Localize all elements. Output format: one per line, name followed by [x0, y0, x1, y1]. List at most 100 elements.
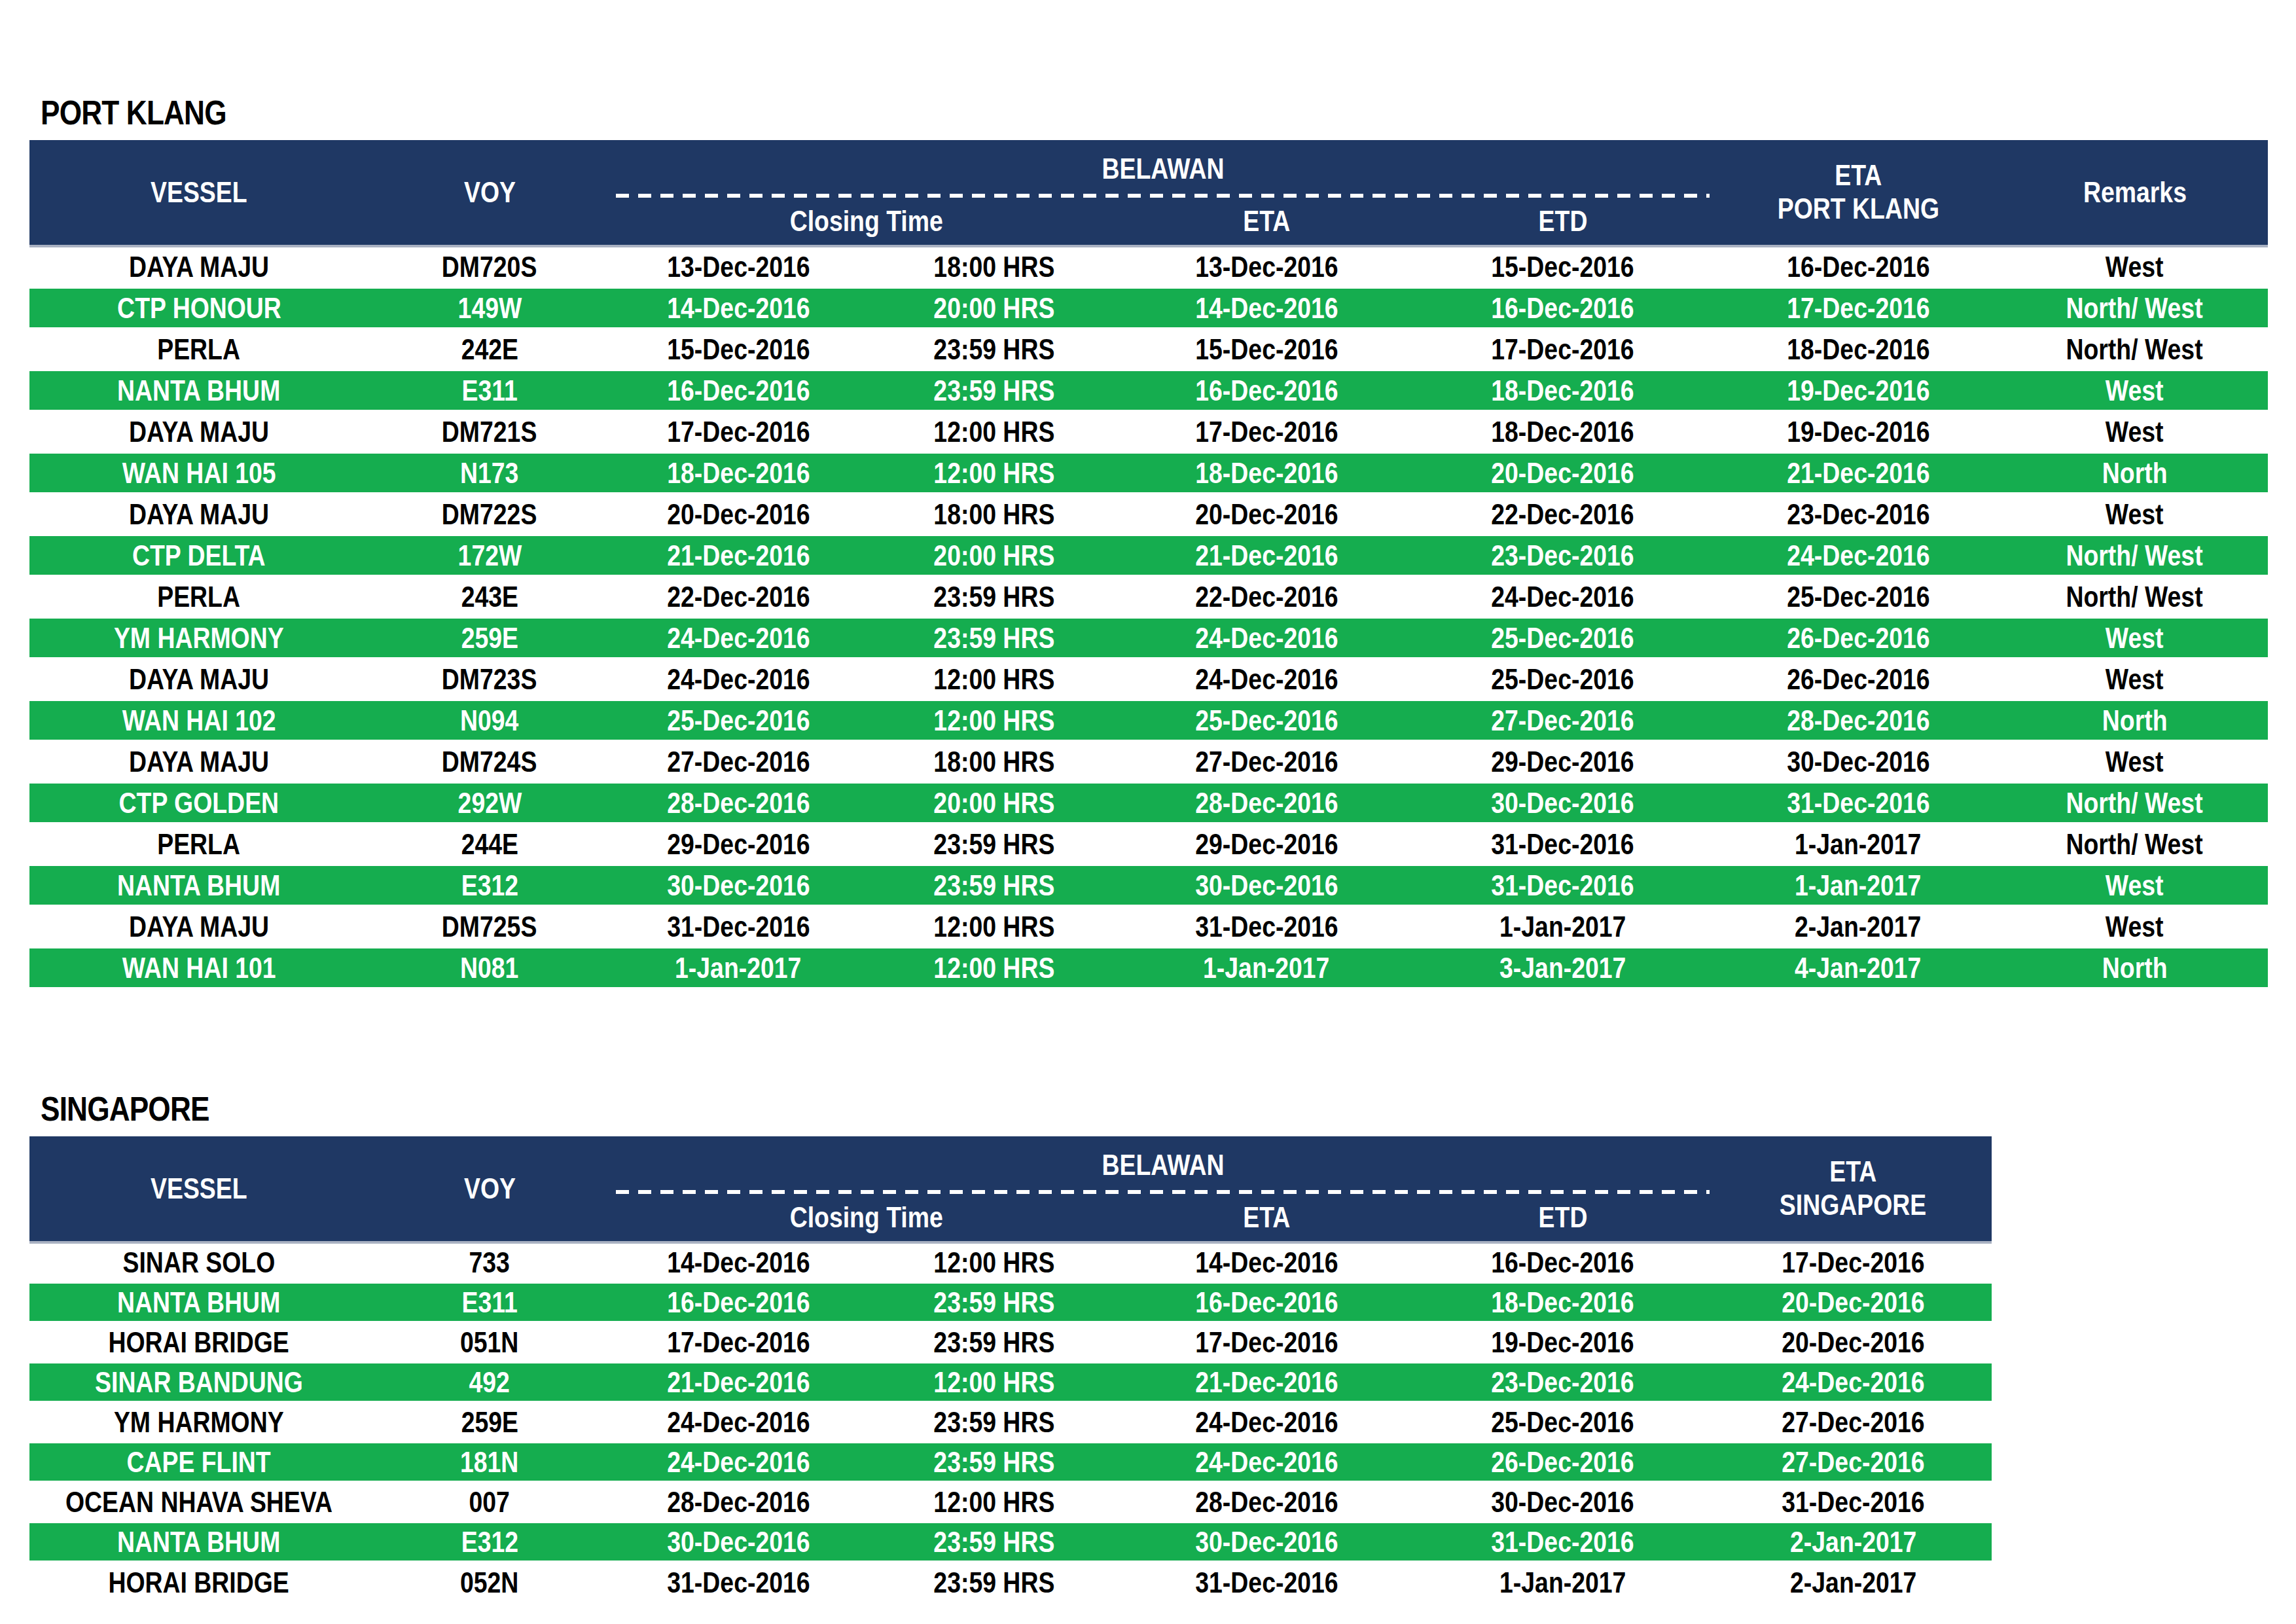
cell-closing-hrs: 23:59 HRS	[866, 1442, 1122, 1482]
cell-closing-date: 22-Dec-2016	[611, 576, 866, 617]
cell-vessel: SINAR SOLO	[29, 1242, 368, 1282]
table-row: CAPE FLINT181N24-Dec-201623:59 HRS24-Dec…	[29, 1442, 1992, 1482]
cell-eta-dest: 17-Dec-2016	[1715, 287, 2001, 329]
singapore-title: SINGAPORE	[41, 990, 2296, 1126]
cell-eta: 31-Dec-2016	[1122, 906, 1410, 947]
cell-remarks: West	[2001, 659, 2268, 700]
cell-voy: E312	[368, 1522, 611, 1562]
cell-etd: 22-Dec-2016	[1410, 494, 1715, 535]
cell-eta-dest: 21-Dec-2016	[1715, 452, 2001, 494]
cell-closing-hrs: 20:00 HRS	[866, 782, 1122, 823]
cell-remarks: North/ West	[2001, 823, 2268, 865]
cell-voy: 007	[368, 1482, 611, 1522]
cell-eta-dest: 16-Dec-2016	[1715, 246, 2001, 287]
cell-voy: 242E	[368, 329, 611, 370]
cell-closing-hrs: 12:00 HRS	[866, 452, 1122, 494]
cell-etd: 19-Dec-2016	[1410, 1322, 1715, 1362]
cell-eta-dest: 19-Dec-2016	[1715, 411, 2001, 452]
cell-eta-dest: 26-Dec-2016	[1715, 659, 2001, 700]
cell-eta: 24-Dec-2016	[1122, 659, 1410, 700]
cell-vessel: NANTA BHUM	[29, 865, 368, 906]
cell-voy: 259E	[368, 1402, 611, 1442]
table-row: DAYA MAJUDM723S24-Dec-201612:00 HRS24-De…	[29, 659, 2268, 700]
cell-voy: DM723S	[368, 659, 611, 700]
cell-voy: E311	[368, 1282, 611, 1322]
cell-etd: 23-Dec-2016	[1410, 535, 1715, 576]
schedule-page: PORT KLANG VESSEL VOY BELAWAN ETA PORT K…	[0, 0, 2296, 1624]
cell-vessel: NANTA BHUM	[29, 1522, 368, 1562]
cell-vessel: PERLA	[29, 576, 368, 617]
cell-voy: DM722S	[368, 494, 611, 535]
cell-closing-hrs: 18:00 HRS	[866, 246, 1122, 287]
cell-vessel: NANTA BHUM	[29, 370, 368, 411]
column-header-closing-time: Closing Time	[611, 198, 1122, 246]
cell-eta-dest: 23-Dec-2016	[1715, 494, 2001, 535]
cell-closing-hrs: 23:59 HRS	[866, 370, 1122, 411]
cell-closing-hrs: 20:00 HRS	[866, 287, 1122, 329]
cell-vessel: HORAI BRIDGE	[29, 1322, 368, 1362]
cell-closing-date: 27-Dec-2016	[611, 741, 866, 782]
cell-closing-date: 20-Dec-2016	[611, 494, 866, 535]
cell-closing-hrs: 18:00 HRS	[866, 741, 1122, 782]
cell-closing-date: 21-Dec-2016	[611, 1362, 866, 1402]
table-row: CTP DELTA172W21-Dec-201620:00 HRS21-Dec-…	[29, 535, 2268, 576]
cell-closing-hrs: 23:59 HRS	[866, 823, 1122, 865]
cell-vessel: WAN HAI 105	[29, 452, 368, 494]
table-row: CTP HONOUR149W14-Dec-201620:00 HRS14-Dec…	[29, 287, 2268, 329]
cell-remarks: North	[2001, 452, 2268, 494]
cell-remarks: West	[2001, 411, 2268, 452]
cell-voy: 492	[368, 1362, 611, 1402]
cell-etd: 27-Dec-2016	[1410, 700, 1715, 741]
cell-closing-hrs: 23:59 HRS	[866, 1402, 1122, 1442]
cell-vessel: DAYA MAJU	[29, 246, 368, 287]
port-klang-title-text: PORT KLANG	[41, 96, 226, 130]
column-header-etd: ETD	[1410, 198, 1715, 246]
port-klang-table-head: VESSEL VOY BELAWAN ETA PORT KLANG Remark…	[29, 140, 2268, 246]
cell-etd: 30-Dec-2016	[1410, 1482, 1715, 1522]
cell-eta: 29-Dec-2016	[1122, 823, 1410, 865]
cell-vessel: WAN HAI 102	[29, 700, 368, 741]
cell-eta: 18-Dec-2016	[1122, 452, 1410, 494]
cell-voy: 259E	[368, 617, 611, 659]
cell-eta: 28-Dec-2016	[1122, 782, 1410, 823]
table-row: DAYA MAJUDM722S20-Dec-201618:00 HRS20-De…	[29, 494, 2268, 535]
cell-etd: 16-Dec-2016	[1410, 1242, 1715, 1282]
cell-vessel: DAYA MAJU	[29, 494, 368, 535]
column-header-voy: VOY	[368, 1136, 611, 1242]
cell-eta-dest: 4-Jan-2017	[1715, 947, 2001, 988]
table-row: NANTA BHUME31116-Dec-201623:59 HRS16-Dec…	[29, 370, 2268, 411]
cell-closing-date: 24-Dec-2016	[611, 659, 866, 700]
cell-remarks: West	[2001, 865, 2268, 906]
cell-voy: 244E	[368, 823, 611, 865]
cell-eta: 24-Dec-2016	[1122, 617, 1410, 659]
table-row: HORAI BRIDGE051N17-Dec-201623:59 HRS17-D…	[29, 1322, 1992, 1362]
cell-vessel: DAYA MAJU	[29, 659, 368, 700]
cell-eta: 25-Dec-2016	[1122, 700, 1410, 741]
cell-vessel: CTP DELTA	[29, 535, 368, 576]
cell-voy: DM725S	[368, 906, 611, 947]
cell-closing-hrs: 23:59 HRS	[866, 617, 1122, 659]
cell-closing-hrs: 12:00 HRS	[866, 947, 1122, 988]
column-header-vessel: VESSEL	[29, 1136, 368, 1242]
cell-eta: 22-Dec-2016	[1122, 576, 1410, 617]
table-row: SINAR BANDUNG49221-Dec-201612:00 HRS21-D…	[29, 1362, 1992, 1402]
cell-eta: 30-Dec-2016	[1122, 1522, 1410, 1562]
column-header-voy: VOY	[368, 140, 611, 246]
cell-etd: 23-Dec-2016	[1410, 1362, 1715, 1402]
cell-vessel: HORAI BRIDGE	[29, 1562, 368, 1602]
singapore-title-text: SINGAPORE	[41, 1092, 209, 1126]
cell-etd: 3-Jan-2017	[1410, 947, 1715, 988]
cell-voy: DM720S	[368, 246, 611, 287]
cell-eta: 13-Dec-2016	[1122, 246, 1410, 287]
cell-remarks: North/ West	[2001, 576, 2268, 617]
belawan-dashed-divider	[616, 1190, 1710, 1194]
table-row: WAN HAI 102N09425-Dec-201612:00 HRS25-De…	[29, 700, 2268, 741]
cell-closing-date: 16-Dec-2016	[611, 370, 866, 411]
cell-etd: 25-Dec-2016	[1410, 659, 1715, 700]
cell-eta: 14-Dec-2016	[1122, 287, 1410, 329]
cell-closing-date: 24-Dec-2016	[611, 617, 866, 659]
cell-voy: N081	[368, 947, 611, 988]
cell-closing-date: 13-Dec-2016	[611, 246, 866, 287]
singapore-table: VESSEL VOY BELAWAN ETA SINGAPORE Closing…	[29, 1136, 1992, 1602]
cell-etd: 31-Dec-2016	[1410, 865, 1715, 906]
